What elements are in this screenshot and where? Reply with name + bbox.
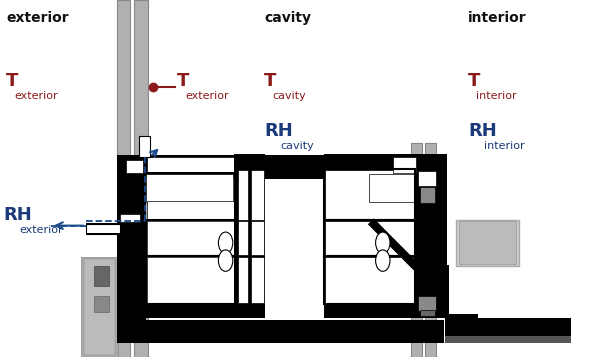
Bar	[418, 171, 436, 186]
Bar	[86, 233, 120, 235]
Bar	[393, 157, 416, 173]
Bar	[369, 174, 414, 202]
Text: cavity: cavity	[272, 91, 306, 101]
Text: RH: RH	[264, 122, 293, 140]
Text: exterior: exterior	[19, 225, 63, 235]
Bar	[117, 155, 444, 178]
Bar	[238, 170, 248, 220]
Bar	[86, 223, 120, 225]
Bar	[251, 221, 264, 255]
Bar	[325, 170, 414, 220]
Ellipse shape	[218, 232, 233, 253]
Text: exterior: exterior	[14, 91, 58, 101]
Bar	[146, 305, 235, 318]
Bar	[445, 265, 449, 318]
Ellipse shape	[218, 250, 233, 271]
Bar	[146, 220, 236, 256]
Text: RH: RH	[3, 206, 32, 223]
Bar	[251, 257, 264, 303]
Bar	[147, 201, 234, 220]
Text: T: T	[6, 72, 19, 90]
Bar	[445, 336, 571, 343]
Text: T: T	[468, 72, 481, 90]
Bar	[117, 196, 146, 236]
Bar	[417, 154, 445, 318]
Text: T: T	[264, 72, 277, 90]
Bar	[117, 212, 146, 223]
Text: exterior: exterior	[185, 91, 229, 101]
Ellipse shape	[376, 232, 390, 253]
Bar	[324, 256, 415, 304]
Bar	[94, 266, 109, 286]
Bar	[86, 224, 120, 234]
Bar	[420, 310, 435, 316]
Text: exterior: exterior	[6, 11, 68, 25]
Bar	[425, 143, 436, 357]
Bar	[418, 296, 436, 311]
Bar	[324, 220, 415, 256]
Bar	[147, 257, 234, 303]
Bar	[147, 221, 234, 255]
Bar	[147, 157, 240, 173]
Text: RH: RH	[468, 122, 497, 140]
Bar	[238, 257, 248, 303]
Bar	[324, 154, 447, 318]
Bar	[134, 0, 148, 357]
Bar	[238, 221, 248, 255]
Bar	[81, 257, 118, 357]
Bar	[459, 221, 516, 264]
Text: cavity: cavity	[264, 11, 311, 25]
Text: cavity: cavity	[280, 141, 314, 151]
Bar	[420, 187, 435, 203]
Bar	[325, 221, 414, 255]
Text: interior: interior	[476, 91, 517, 101]
Bar	[117, 0, 130, 357]
Bar	[146, 256, 236, 304]
Bar	[445, 318, 571, 336]
Text: T: T	[177, 72, 190, 90]
Bar	[94, 296, 109, 312]
Bar	[139, 136, 150, 157]
Bar	[146, 174, 233, 202]
Text: interior: interior	[484, 141, 525, 151]
Bar	[456, 220, 519, 266]
Bar	[325, 257, 414, 303]
Text: interior: interior	[468, 11, 527, 25]
Bar	[117, 155, 146, 343]
Bar	[120, 214, 140, 222]
Ellipse shape	[376, 250, 390, 271]
Bar	[324, 169, 415, 220]
Bar	[411, 143, 422, 357]
Bar	[445, 314, 478, 318]
Bar	[117, 320, 444, 343]
Bar	[147, 172, 240, 175]
Bar	[251, 170, 264, 220]
Bar	[126, 160, 143, 173]
Bar	[234, 154, 265, 318]
Bar	[84, 259, 115, 355]
